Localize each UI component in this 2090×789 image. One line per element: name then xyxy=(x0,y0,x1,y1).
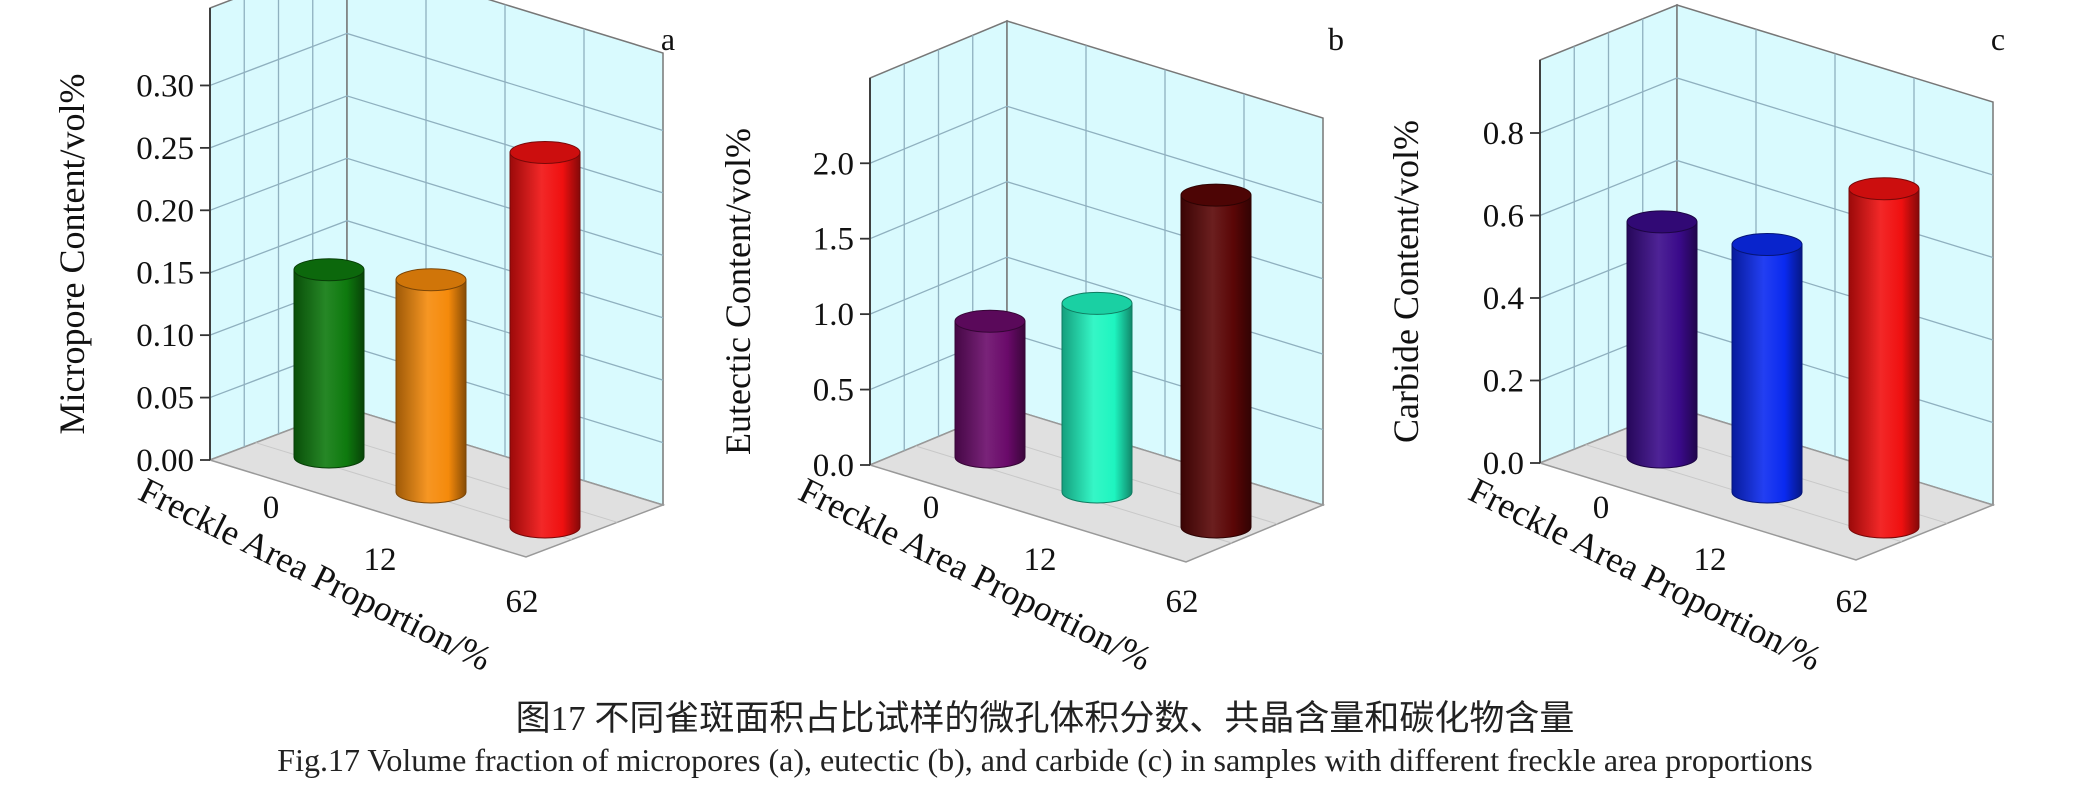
y-tick-label: 0.10 xyxy=(136,318,194,354)
x-tick-label: 62 xyxy=(1166,584,1199,620)
bar-body xyxy=(1626,221,1698,469)
bar-body xyxy=(509,151,581,539)
caption-en: Fig.17 Volume fraction of micropores (a)… xyxy=(277,742,1813,778)
bar-top xyxy=(954,309,1026,333)
bar-top xyxy=(1731,233,1803,256)
bar-cylinder xyxy=(1731,233,1803,504)
y-tick-label: 0.0 xyxy=(813,448,854,484)
x-tick-label: 12 xyxy=(364,542,397,578)
y-tick-label: 0.5 xyxy=(813,373,854,409)
x-tick-label: 12 xyxy=(1024,542,1057,578)
caption-cn: 图17 不同雀斑面积占比试样的微孔体积分数、共晶含量和碳化物含量 xyxy=(515,699,1575,738)
grid-line xyxy=(1539,77,1994,176)
y-tick-label: 0.20 xyxy=(136,193,194,229)
x-tick-label: 0 xyxy=(1593,490,1610,526)
grid-line xyxy=(209,32,664,132)
bar-cylinder xyxy=(1848,177,1920,539)
y-tick-label: 1.0 xyxy=(813,297,854,333)
panel-letter: c xyxy=(1991,21,2005,57)
chart-panel-b: 0.0 0.5 1.0 1.5 2.0 Eutectic Content/vol% b 0 12… xyxy=(718,19,1344,679)
bar-top xyxy=(1061,291,1133,315)
y-tick-label: 0.30 xyxy=(136,68,194,104)
y-tick-label: 0.8 xyxy=(1483,116,1524,152)
bar-body xyxy=(1180,194,1252,539)
x-tick-label: 62 xyxy=(1836,584,1869,620)
y-tick-label: 2.0 xyxy=(813,146,854,182)
y-tick-label: 0.6 xyxy=(1483,199,1524,235)
y-tick-label: 0.25 xyxy=(136,131,194,167)
chart-panel-c: 0.0 0.2 0.4 0.6 0.8 Carbide Content/vol% c 0 12 6… xyxy=(1386,3,2005,679)
y-tick-label: 0.4 xyxy=(1483,281,1524,317)
bar-cylinder xyxy=(1180,183,1252,539)
bar-body xyxy=(395,279,467,504)
bar-top xyxy=(395,268,467,292)
panel-letter: a xyxy=(661,21,675,57)
y-tick-label: 0.00 xyxy=(136,443,194,479)
x-tick-label: 0 xyxy=(263,490,280,526)
bar-top xyxy=(1626,210,1698,234)
x-tick-label: 0 xyxy=(923,490,940,526)
bar-cylinder xyxy=(1061,291,1133,504)
y-tick-label: 1.5 xyxy=(813,222,854,258)
bar-cylinder xyxy=(395,268,467,504)
bar-top xyxy=(1180,183,1252,207)
bar-top xyxy=(509,140,581,164)
y-tick-label: 0.15 xyxy=(136,256,194,292)
y-tick-label: 0.05 xyxy=(136,381,194,417)
grid-line xyxy=(869,105,1324,204)
x-tick-label: 12 xyxy=(1694,542,1727,578)
bar-cylinder xyxy=(293,258,365,469)
y-tick-label: 0.2 xyxy=(1483,364,1524,400)
bar-cylinder xyxy=(954,309,1026,469)
panel-letter: b xyxy=(1328,21,1344,57)
chart-panel-a: 0.00 0.05 0.10 0.15 0.20 0.25 0.30 Micropore Co… xyxy=(52,0,675,679)
x-tick-label: 62 xyxy=(506,584,539,620)
bar-body xyxy=(1061,302,1133,504)
y-axis-label: Micropore Content/vol% xyxy=(52,74,92,435)
bar-body xyxy=(1731,244,1803,504)
bar-top xyxy=(1848,177,1920,201)
bar-cylinder xyxy=(509,140,581,539)
bar-top xyxy=(293,258,365,282)
bar-body xyxy=(293,269,365,469)
y-axis-label: Carbide Content/vol% xyxy=(1386,120,1426,443)
bar-body xyxy=(954,320,1026,469)
y-tick-label: 0.0 xyxy=(1483,446,1524,482)
bar-body xyxy=(1848,188,1920,539)
bar-cylinder xyxy=(1626,210,1698,469)
y-axis-label: Eutectic Content/vol% xyxy=(718,128,758,455)
